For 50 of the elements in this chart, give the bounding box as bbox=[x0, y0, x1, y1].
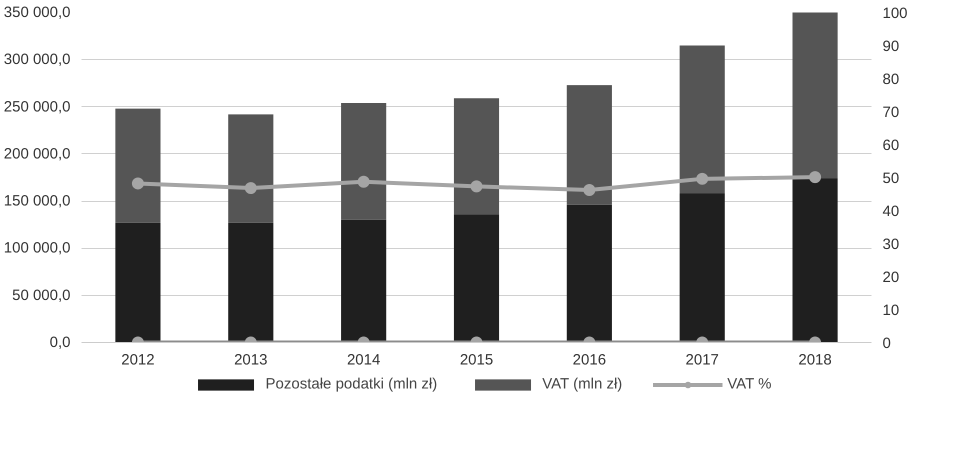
bar bbox=[680, 46, 725, 194]
y2-tick-label: 80 bbox=[882, 71, 900, 88]
y2-tick-label: 30 bbox=[882, 236, 900, 253]
legend-label: Pozostałe podatki (mln zł) bbox=[266, 376, 438, 392]
y2-tick-label: 90 bbox=[882, 38, 900, 55]
x-tick-label: 2014 bbox=[346, 352, 380, 368]
y-tick-label: 350 000,0 bbox=[4, 4, 71, 21]
bar bbox=[228, 222, 274, 342]
y2-tick-label: 70 bbox=[882, 104, 900, 121]
x-tick-label: 2018 bbox=[798, 352, 832, 368]
point bbox=[470, 180, 482, 192]
y-tick-label: 0,0 bbox=[50, 334, 71, 351]
y2-tick-label: 40 bbox=[882, 203, 900, 220]
bar bbox=[454, 98, 500, 214]
y-tick-label: 50 000,0 bbox=[12, 286, 70, 304]
y2-tick-label: 50 bbox=[882, 170, 900, 187]
point bbox=[244, 182, 257, 194]
y-tick-label: 250 000,0 bbox=[4, 98, 71, 116]
point bbox=[358, 176, 370, 188]
bar bbox=[454, 214, 500, 342]
y2-tick-label: 0 bbox=[882, 335, 891, 352]
bar bbox=[792, 178, 838, 342]
point bbox=[132, 177, 144, 190]
x-tick-label: 2013 bbox=[234, 352, 268, 368]
y2-tick-label: 60 bbox=[882, 137, 900, 154]
point bbox=[809, 171, 822, 184]
legend-label: VAT % bbox=[727, 376, 772, 392]
point bbox=[583, 184, 596, 196]
bar bbox=[115, 108, 160, 223]
point bbox=[696, 172, 708, 185]
y-tick-label: 300 000,0 bbox=[4, 51, 71, 68]
y-tick-label: 150 000,0 bbox=[4, 192, 71, 210]
bar bbox=[792, 12, 838, 178]
y2-tick-label: 10 bbox=[882, 302, 900, 319]
y-tick-label: 200 000,0 bbox=[4, 145, 71, 162]
x-tick-label: 2016 bbox=[572, 352, 606, 368]
x-tick-label: 2015 bbox=[460, 352, 494, 368]
bar bbox=[228, 114, 274, 223]
y2-tick-label: 20 bbox=[882, 269, 900, 286]
legend-label: VAT (mln zł) bbox=[542, 376, 622, 392]
bar bbox=[341, 220, 386, 342]
y-tick-label: 100 000,0 bbox=[4, 240, 71, 257]
bar bbox=[341, 103, 386, 220]
bar bbox=[566, 85, 612, 205]
bar bbox=[566, 204, 612, 342]
x-tick-label: 2017 bbox=[686, 352, 719, 368]
bar bbox=[680, 194, 725, 342]
bar bbox=[115, 222, 160, 342]
x-tick-label: 2012 bbox=[121, 352, 155, 368]
y2-tick-label: 100 bbox=[882, 5, 908, 22]
